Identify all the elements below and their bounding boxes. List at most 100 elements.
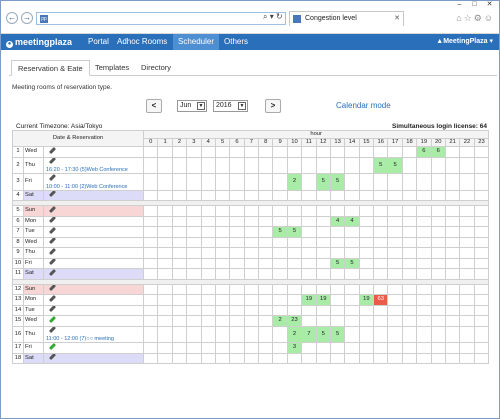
hour-slot bbox=[229, 226, 245, 238]
prev-month-button[interactable]: < bbox=[146, 99, 162, 113]
hour-slot bbox=[157, 304, 173, 316]
reservation-cell bbox=[42, 236, 145, 248]
minimize-icon[interactable]: – bbox=[457, 1, 462, 8]
reservation-link[interactable]: 11:00 - 12:00 (7)○○ meeting bbox=[46, 336, 114, 342]
year-select[interactable]: 2016 ▼ bbox=[213, 100, 248, 112]
hour-slot bbox=[473, 215, 490, 227]
edit-pen-icon[interactable] bbox=[48, 190, 57, 198]
address-tools[interactable]: ⌕ ▾ ↻ bbox=[263, 12, 283, 21]
edit-pen-icon[interactable] bbox=[48, 326, 57, 334]
hour-slot bbox=[243, 294, 260, 306]
edit-pen-icon[interactable] bbox=[48, 305, 57, 313]
browser-tab[interactable]: Congestion level ✕ bbox=[289, 11, 404, 26]
hour-slot bbox=[430, 304, 446, 316]
hour-slot bbox=[401, 325, 418, 343]
hour-slot bbox=[416, 342, 432, 354]
hour-slot bbox=[430, 283, 446, 295]
hour-slot bbox=[444, 342, 461, 354]
hour-slot bbox=[358, 304, 375, 316]
hour-slot bbox=[315, 236, 331, 248]
hour-slot bbox=[157, 268, 173, 280]
edit-pen-icon[interactable] bbox=[48, 248, 57, 256]
edit-pen-icon[interactable] bbox=[48, 284, 57, 292]
reservation-cell bbox=[42, 205, 145, 217]
hour-slot bbox=[258, 156, 274, 174]
hour-slot bbox=[358, 352, 375, 364]
hour-slot bbox=[229, 325, 245, 343]
hour-slot bbox=[401, 226, 418, 238]
edit-pen-icon[interactable] bbox=[48, 316, 57, 324]
hour-slot bbox=[243, 283, 260, 295]
menu-others[interactable]: Others bbox=[224, 37, 249, 46]
hour-slot bbox=[329, 342, 346, 354]
tab-reservation[interactable]: Reservation & Eate bbox=[11, 60, 90, 76]
hour-cell: 11 bbox=[301, 138, 317, 147]
edit-pen-icon[interactable] bbox=[48, 295, 57, 303]
hour-slot bbox=[272, 325, 288, 343]
edit-pen-icon[interactable] bbox=[48, 353, 57, 361]
hour-slot bbox=[444, 352, 461, 364]
tab-directory[interactable]: Directory bbox=[141, 63, 172, 72]
hour-slot bbox=[344, 156, 360, 174]
hour-slot bbox=[214, 236, 231, 248]
tab-templates[interactable]: Templates bbox=[95, 63, 130, 72]
edit-pen-icon[interactable] bbox=[48, 343, 57, 351]
hour-slot bbox=[301, 146, 317, 158]
hour-cell: 18 bbox=[401, 138, 418, 147]
maximize-icon[interactable]: □ bbox=[472, 1, 477, 8]
day-row: 8 Wed bbox=[12, 236, 490, 248]
hour-slot bbox=[329, 268, 346, 280]
week-separator bbox=[11, 200, 490, 206]
hour-slot bbox=[301, 315, 317, 327]
menu-portal[interactable]: Portal bbox=[88, 37, 109, 46]
hour-slot bbox=[416, 215, 432, 227]
hour-slot bbox=[186, 294, 202, 306]
hour-cell: 6 bbox=[229, 138, 245, 147]
logo-icon: ● bbox=[6, 41, 13, 48]
hour-slot bbox=[473, 236, 490, 248]
hour-slot bbox=[200, 268, 216, 280]
usage-cell: 19 bbox=[358, 294, 375, 306]
weekday: Wed bbox=[23, 146, 44, 158]
edit-pen-icon[interactable] bbox=[48, 157, 57, 165]
hour-slot bbox=[387, 294, 403, 306]
hour-slot bbox=[157, 205, 173, 217]
reservation-link[interactable]: 10:00 - 11:00 (2)Web Conference bbox=[46, 183, 128, 190]
hour-cell: 2 bbox=[171, 138, 188, 147]
edit-pen-icon[interactable] bbox=[48, 227, 57, 235]
user-menu[interactable]: ▲MeetingPlaza ▾ bbox=[436, 38, 493, 45]
browser-toolbar-icons[interactable]: ⌂☆⚙☺ bbox=[456, 13, 495, 24]
edit-pen-icon[interactable] bbox=[48, 206, 57, 214]
hour-slot bbox=[229, 315, 245, 327]
hour-cell: 4 bbox=[200, 138, 216, 147]
hour-slot bbox=[286, 283, 303, 295]
hour-cell: 9 bbox=[272, 138, 288, 147]
forward-icon[interactable]: → bbox=[21, 12, 33, 24]
address-bar[interactable]: pp bbox=[36, 12, 286, 25]
app-logo[interactable]: ● meetingplaza bbox=[6, 36, 72, 48]
month-select[interactable]: Jun ▼ bbox=[177, 100, 207, 112]
tab-close-icon[interactable]: ✕ bbox=[394, 15, 400, 22]
edit-pen-icon[interactable] bbox=[48, 216, 57, 224]
hour-slot bbox=[171, 268, 188, 280]
edit-pen-icon[interactable] bbox=[48, 174, 57, 182]
edit-pen-icon[interactable] bbox=[48, 269, 57, 277]
hour-slot bbox=[186, 146, 202, 158]
edit-pen-icon[interactable] bbox=[48, 258, 57, 266]
edit-pen-icon[interactable] bbox=[48, 237, 57, 245]
calendar-mode-link[interactable]: Calendar mode bbox=[336, 101, 391, 110]
hour-slot bbox=[214, 205, 231, 217]
hour-slot bbox=[358, 189, 375, 201]
menu-adhoc-rooms[interactable]: Adhoc Rooms bbox=[117, 37, 168, 46]
hour-slot bbox=[344, 189, 360, 201]
hour-slot bbox=[214, 283, 231, 295]
hour-cell: 10 bbox=[286, 138, 303, 147]
edit-pen-icon[interactable] bbox=[48, 147, 57, 155]
back-icon[interactable]: ← bbox=[6, 12, 18, 24]
next-month-button[interactable]: > bbox=[265, 99, 281, 113]
menu-scheduler[interactable]: Scheduler bbox=[173, 34, 220, 50]
close-icon[interactable]: ✕ bbox=[486, 1, 493, 8]
hour-slot bbox=[473, 247, 490, 259]
hour-slot bbox=[171, 315, 188, 327]
reservation-link[interactable]: 16:20 - 17:30 (5)Web Conference bbox=[46, 167, 128, 173]
